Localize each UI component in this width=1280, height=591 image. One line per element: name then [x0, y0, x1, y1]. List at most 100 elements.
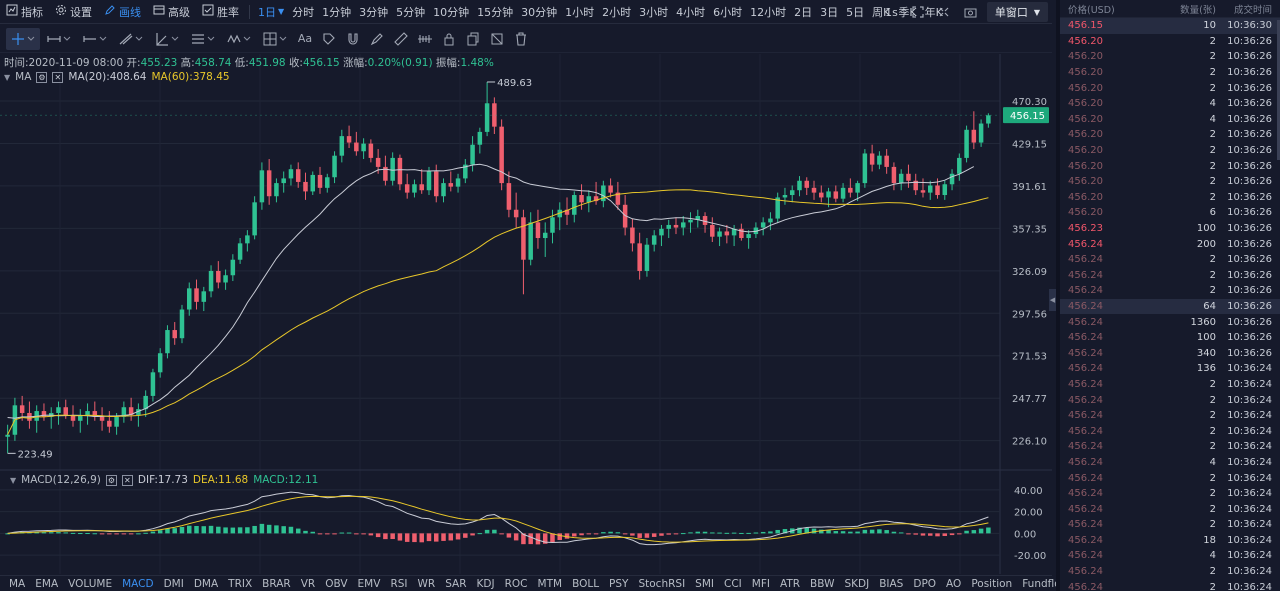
timeframe-0[interactable]: 1日 ▼: [254, 0, 288, 24]
toolbar-advanced-button[interactable]: 高级: [147, 0, 196, 24]
trade-qty: 2: [1209, 129, 1216, 141]
settings-icon[interactable]: ⚙: [105, 474, 117, 486]
indicator-tab[interactable]: EMA: [35, 577, 59, 590]
indicator-tab[interactable]: VR: [300, 577, 316, 590]
copy-icon[interactable]: [462, 28, 484, 50]
trend-line-icon[interactable]: [114, 28, 148, 50]
camera-icon[interactable]: [960, 0, 981, 24]
timeframe-5[interactable]: 10分钟: [429, 0, 473, 24]
timeframe-18[interactable]: 季K: [894, 0, 920, 24]
magnet-icon[interactable]: [342, 28, 364, 50]
hide-icon[interactable]: [486, 28, 508, 50]
timeframe-7[interactable]: 30分钟: [517, 0, 561, 24]
timeframe-15[interactable]: 3日: [816, 0, 842, 24]
scrollbar[interactable]: [1277, 20, 1280, 160]
indicator-tab[interactable]: BOLL: [572, 577, 600, 590]
fibonacci-icon[interactable]: [258, 28, 292, 50]
timeframe-9[interactable]: 2小时: [598, 0, 635, 24]
indicator-tab[interactable]: MTM: [537, 577, 563, 590]
indicator-tab[interactable]: DMI: [163, 577, 184, 590]
close-icon[interactable]: ✕: [52, 71, 64, 83]
macd-histogram-bar: [666, 533, 671, 535]
trash-icon[interactable]: [510, 28, 532, 50]
indicator-tab[interactable]: DPO: [913, 577, 937, 590]
timeframe-3[interactable]: 3分钟: [355, 0, 392, 24]
macd-histogram-bar: [775, 529, 780, 534]
indicator-tab[interactable]: MACD: [122, 577, 154, 590]
timeframe-label: 1小时: [565, 5, 595, 19]
indicator-tab[interactable]: WR: [417, 577, 436, 590]
toolbar-winrate-button[interactable]: 胜率: [196, 0, 245, 24]
timeframe-12[interactable]: 6小时: [709, 0, 746, 24]
indicator-tab[interactable]: MFI: [751, 577, 770, 590]
window-mode-select[interactable]: 单窗口 ▼: [986, 2, 1048, 22]
ray-line-icon[interactable]: [78, 28, 112, 50]
price-label-icon[interactable]: [318, 28, 340, 50]
timeframe-14[interactable]: 2日: [790, 0, 816, 24]
macd-histogram-bar: [34, 531, 39, 534]
wave-pattern-icon[interactable]: [222, 28, 256, 50]
indicator-tab[interactable]: Position: [971, 577, 1013, 590]
indicator-tab[interactable]: PSY: [609, 577, 629, 590]
indicator-tab[interactable]: BRAR: [262, 577, 291, 590]
brush-icon[interactable]: [366, 28, 388, 50]
macd-histogram-bar: [499, 533, 504, 535]
collapse-icon[interactable]: ▼: [10, 475, 17, 485]
timeframe-6[interactable]: 15分钟: [473, 0, 517, 24]
indicator-tab[interactable]: ROC: [504, 577, 528, 590]
close-icon[interactable]: ✕: [121, 474, 133, 486]
timeframe-1[interactable]: 分时: [288, 0, 318, 24]
toolbar-gear-button[interactable]: 设置: [49, 0, 98, 24]
timeframe-2[interactable]: 1分钟: [318, 0, 355, 24]
indicator-tab[interactable]: StochRSI: [638, 577, 686, 590]
indicator-tab[interactable]: MA: [9, 577, 26, 590]
toolbar-indicator-button[interactable]: 指标: [0, 0, 49, 24]
indicator-tab[interactable]: EMV: [357, 577, 381, 590]
text-tool-icon[interactable]: Aa: [297, 32, 313, 45]
angle-tool-icon[interactable]: [150, 28, 184, 50]
settings-icon[interactable]: ⚙: [36, 71, 48, 83]
indicator-tab[interactable]: SAR: [445, 577, 467, 590]
lock-icon[interactable]: [438, 28, 460, 50]
indicator-tab[interactable]: SKDJ: [844, 577, 870, 590]
toolbar-pencil-button[interactable]: 画线: [98, 0, 147, 24]
ruler-icon[interactable]: [390, 28, 412, 50]
indicator-tab[interactable]: VOLUME: [68, 577, 113, 590]
timeframe-13[interactable]: 12小时: [746, 0, 790, 24]
collapse-panel-icon[interactable]: ◀: [1049, 289, 1056, 311]
timeframe-11[interactable]: 4小时: [672, 0, 709, 24]
measure-icon[interactable]: [414, 28, 436, 50]
timeframe-17[interactable]: 周K: [868, 0, 894, 24]
indicator-tab[interactable]: DMA: [193, 577, 219, 590]
interval-label[interactable]: 1s: [885, 5, 898, 19]
horizontal-line-icon[interactable]: [42, 28, 76, 50]
indicator-tab[interactable]: TRIX: [228, 577, 253, 590]
trade-time: 10:36:26: [1227, 98, 1272, 110]
collapse-icon[interactable]: ▼: [4, 72, 11, 82]
indicator-tab[interactable]: BIAS: [879, 577, 904, 590]
chart-area[interactable]: 470.30 429.15 391.61 357.35 326.09 297.56 271.…: [0, 54, 1052, 574]
timeframe-4[interactable]: 5分钟: [392, 0, 429, 24]
expand-icon[interactable]: [934, 0, 954, 24]
indicator-tab[interactable]: KDJ: [476, 577, 495, 590]
parallel-lines-icon[interactable]: [186, 28, 220, 50]
candlestick-chart[interactable]: 470.30 429.15 391.61 357.35 326.09 297.56 271.…: [0, 54, 1052, 574]
indicator-tab[interactable]: OBV: [325, 577, 348, 590]
crosshair-icon[interactable]: [6, 27, 40, 50]
indicator-tab[interactable]: CCI: [724, 577, 742, 590]
fullscreen-icon[interactable]: [908, 0, 928, 24]
indicator-tab[interactable]: BBW: [810, 577, 835, 590]
timeframe-19[interactable]: 年K: [921, 0, 947, 24]
indicator-tab[interactable]: ATR: [779, 577, 801, 590]
indicator-tab[interactable]: SMI: [695, 577, 714, 590]
timeframe-16[interactable]: 5日: [842, 0, 868, 24]
indicator-tab[interactable]: AO: [946, 577, 962, 590]
trade-time: 10:36:24: [1227, 519, 1272, 531]
trade-qty: 2: [1209, 394, 1216, 406]
candle-body: [971, 129, 977, 143]
macd-histogram-bar: [56, 532, 61, 534]
indicator-tab[interactable]: RSI: [390, 577, 408, 590]
macd-histogram-bar: [593, 533, 599, 535]
timeframe-10[interactable]: 3小时: [635, 0, 672, 24]
timeframe-8[interactable]: 1小时: [561, 0, 598, 24]
